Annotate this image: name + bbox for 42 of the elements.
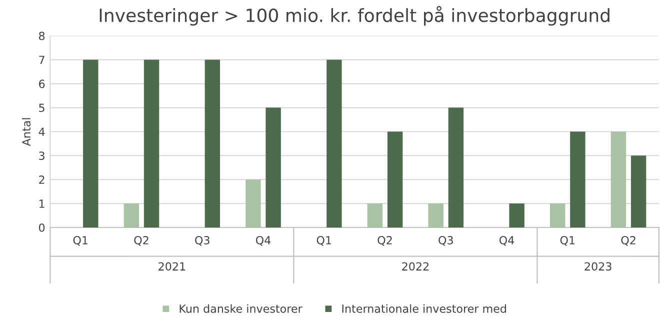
chart-title: Investeringer > 100 mio. kr. fordelt på investorbaggrund [100,6,610,26]
y-tick-label: 5 [39,104,44,112]
bar [570,132,586,228]
text: 2021 [158,262,186,271]
x-tick-label: Q3 [438,236,453,246]
bar [246,180,261,228]
bar [448,108,464,228]
x-tick-label: Q4 [499,236,514,246]
x-tick-label: Q4 [256,236,271,246]
bar [124,204,140,228]
bar [83,60,98,228]
bar [367,204,383,228]
legend-label: Kun danske investorer [180,304,302,313]
y-tick-label: 1 [39,200,44,208]
y-tick-label: 8 [39,32,45,40]
bar [550,204,566,228]
bar [144,60,160,228]
y-tick-label: 6 [39,80,45,88]
y-tick-label: 2 [39,176,44,184]
x-tick-label: Q1 [73,236,88,246]
y-tick-label: 3 [39,152,44,160]
bar [630,156,646,228]
legend-label: Internationale investorer med [342,304,506,313]
text: 2023 [584,262,612,271]
text: 2022 [402,262,428,271]
y-tick-label: 0 [38,223,45,232]
x-tick-label: Q2 [134,236,148,246]
x-tick-label: Q3 [195,236,210,246]
y-tick-label: 4 [38,128,45,136]
bar [610,132,626,228]
bar [204,60,220,228]
y-tick-label: 7 [39,56,44,64]
x-tick-label: Q1 [560,236,575,246]
bar [326,60,342,228]
bar [428,204,444,228]
x-tick-label: Q2 [378,236,392,246]
x-tick-label: Q1 [316,236,332,246]
bar [266,108,281,228]
y-axis-title: Antal [22,118,31,146]
x-tick-label: Q2 [621,236,636,246]
bar [509,204,524,228]
bar [387,132,403,228]
